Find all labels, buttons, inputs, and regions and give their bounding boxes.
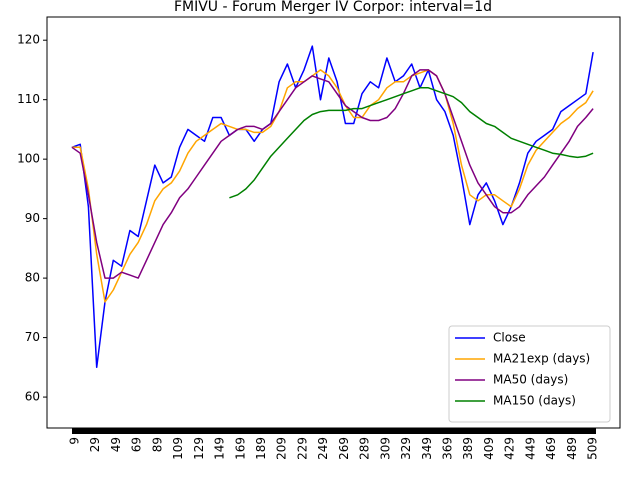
x-tick-label: 9: [67, 437, 81, 445]
legend-label: MA150 (days): [493, 394, 576, 408]
y-tick-label: 70: [25, 330, 40, 344]
x-tick-label: 209: [275, 437, 289, 460]
series-line: [229, 87, 594, 199]
x-tick-label: 349: [420, 437, 434, 460]
series-line: [71, 69, 594, 279]
x-tick-label: 29: [88, 437, 102, 452]
x-tick-label: 409: [482, 437, 496, 460]
x-tick-label: 389: [461, 437, 475, 460]
x-tick-label: 49: [109, 437, 123, 452]
legend-label: MA50 (days): [493, 373, 568, 387]
dense-ticks: [72, 428, 596, 434]
x-tick-label: 489: [565, 437, 579, 460]
y-tick-label: 100: [17, 152, 40, 166]
x-tick-label: 229: [295, 437, 309, 460]
x-tick-label: 509: [586, 437, 600, 460]
x-tick-label: 89: [150, 437, 164, 452]
x-tick-label: 309: [378, 437, 392, 460]
x-tick-label: 169: [233, 437, 247, 460]
legend-label: MA21exp (days): [493, 352, 590, 366]
y-tick-label: 110: [17, 92, 40, 106]
y-tick-label: 120: [17, 33, 40, 47]
legend-box: [448, 325, 611, 423]
x-tick-label: 369: [440, 437, 454, 460]
x-tick-label: 269: [337, 437, 351, 460]
x-tick-label: 129: [192, 437, 206, 460]
x-tick-label: 449: [523, 437, 537, 460]
chart-title: FMIVU - Forum Merger IV Corpor: interval…: [174, 0, 492, 15]
x-tick-label: 249: [316, 437, 330, 460]
series-line: [71, 45, 594, 369]
x-tick-label: 469: [544, 437, 558, 460]
x-tick-label: 189: [254, 437, 268, 460]
y-tick-label: 60: [25, 390, 40, 404]
x-tick-label: 329: [399, 437, 413, 460]
legend-label: Close: [493, 331, 526, 345]
x-tick-label: 289: [358, 437, 372, 460]
x-tick-label: 149: [213, 437, 227, 460]
x-tick-label: 429: [503, 437, 517, 460]
y-tick-label: 80: [25, 271, 40, 285]
series-line: [71, 69, 594, 303]
x-tick-label: 109: [171, 437, 185, 460]
y-tick-label: 90: [25, 211, 40, 225]
x-tick-label: 69: [130, 437, 144, 452]
